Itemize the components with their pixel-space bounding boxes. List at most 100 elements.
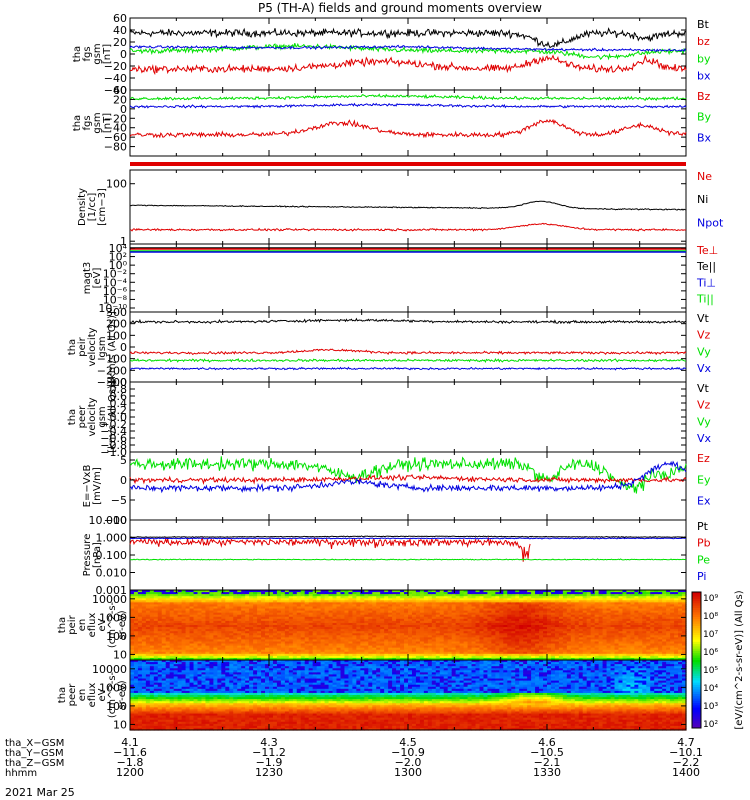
spectrogram-cell [634,635,639,638]
spectrogram-cell [249,651,254,655]
spectrogram-cell [364,629,369,632]
spectrogram-cell [602,625,608,628]
spectrogram-cell [304,610,310,614]
spectrogram-cell [130,606,135,610]
spectrogram-cell [451,622,457,626]
spectrogram-cell [265,618,270,622]
spectrogram-cell [459,639,465,643]
spectrogram-cell [411,641,417,645]
spectrogram-cell [415,625,421,628]
spectrogram-cell [411,610,417,614]
spectrogram-cell [245,641,250,645]
spectrogram-cell [415,627,421,630]
spectrogram-cell [519,627,524,630]
spectrogram-cell [233,608,238,612]
spectrogram-cell [292,598,298,601]
spectrogram-cell [344,633,350,636]
spectrogram-cell [157,651,163,655]
spectrogram-cell [562,598,568,601]
spectrogram-cell [380,600,385,603]
spectrogram-cell [531,604,536,608]
spectrogram-cell [463,608,469,612]
spectrogram-cell [622,631,628,634]
spectrogram-cell [229,629,234,632]
spectrogram-cell [225,653,230,657]
spectrogram-cell [300,639,306,643]
spectrogram-cell [137,639,143,643]
spectrogram-cell [201,629,207,632]
spectrogram-cell [590,614,596,618]
spectrogram-cell [511,643,516,647]
spectrogram-cell [558,616,564,620]
spectrogram-cell [356,655,361,659]
spectrogram-cell [137,604,143,608]
spectrogram-cell [515,610,520,614]
spectrogram-cell [650,657,655,661]
spectrogram-cell [181,600,187,603]
spectrogram-cell [483,653,489,657]
spectrogram-cell [225,602,230,606]
spectrogram-cell [296,614,302,618]
spectrogram-cell [308,655,314,659]
spectrogram-cell [384,592,389,595]
spectrogram-cell [411,606,417,610]
spectrogram-cell [245,635,250,638]
spectrogram-cell [638,637,643,641]
spectrogram-cell [411,629,417,632]
spectrogram-cell [479,596,485,599]
spectrogram-cell [618,612,624,616]
spectrogram-cell [380,616,385,620]
spectrogram-cell [213,625,218,628]
spectrogram-cell [185,608,191,612]
spectrogram-cell [574,649,580,653]
spectrogram-cell [411,643,417,647]
spectrogram-cell [443,657,449,661]
spectrogram-cell [332,653,338,657]
spectrogram-cell [221,618,226,622]
spectrogram-cell [364,622,369,626]
spectrogram-cell [344,625,350,628]
spectrogram-cell [550,604,556,608]
spectrogram-cell [638,639,643,643]
spectrogram-cell [566,641,572,645]
spectrogram-cell [463,596,469,599]
spectrogram-cell [626,602,631,606]
spectrogram-cell [284,649,290,653]
spectrogram-cell [157,633,163,636]
spectrogram-cell [586,592,592,595]
spectrogram-cell [606,631,612,634]
spectrogram-cell [253,633,258,636]
spectrogram-cell [153,600,159,603]
spectrogram-cell [479,657,485,661]
spectrogram-cell [173,604,179,608]
spectrogram-cell [554,602,560,606]
spectrogram-cell [642,592,647,595]
spectrogram-cell [523,604,528,608]
spectrogram-cell [547,600,552,603]
spectrogram-cell [225,641,230,645]
spectrogram-cell [634,604,639,608]
spectrogram-cell [137,594,143,597]
spectrogram-cell [300,594,306,597]
spectrogram-cell [340,651,346,655]
spectrogram-cell [646,594,651,597]
spectrogram-cell [479,606,485,610]
spectrogram-cell [284,637,290,641]
spectrogram-cell [249,649,254,653]
spectrogram-cell [491,598,496,601]
spectrogram-cell [149,641,155,645]
spectrogram-cell [483,643,489,647]
spectrogram-cell [130,637,135,641]
spectrogram-cell [233,647,238,651]
spectrogram-cell [531,596,536,599]
spectrogram-cell [507,641,512,645]
spectrogram-cell [431,620,437,624]
spectrogram-cell [550,637,556,641]
spectrogram-cell [304,600,310,603]
spectrogram-cell [435,604,441,608]
spectrogram-cell [217,653,222,657]
spectrogram-cell [332,598,338,601]
spectrogram-cell [602,657,608,661]
spectrogram-cell [535,637,540,641]
spectrogram-cell [602,620,608,624]
